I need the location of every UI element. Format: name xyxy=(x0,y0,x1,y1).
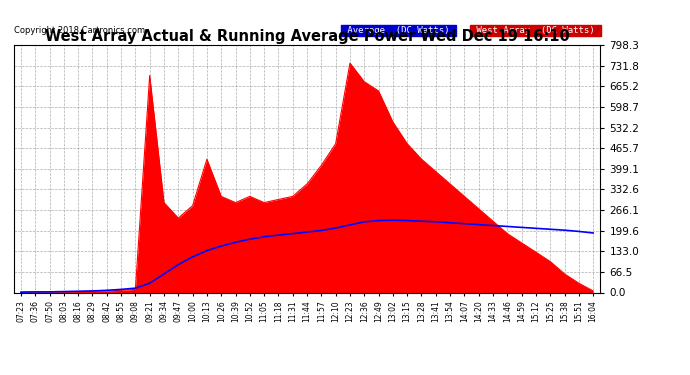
Text: Copyright 2018 Cartronics.com: Copyright 2018 Cartronics.com xyxy=(14,26,145,35)
Title: West Array Actual & Running Average Power Wed Dec 19 16:10: West Array Actual & Running Average Powe… xyxy=(45,29,569,44)
Text: Average  (DC Watts): Average (DC Watts) xyxy=(342,26,455,35)
Text: West Array  (DC Watts): West Array (DC Watts) xyxy=(471,26,600,35)
